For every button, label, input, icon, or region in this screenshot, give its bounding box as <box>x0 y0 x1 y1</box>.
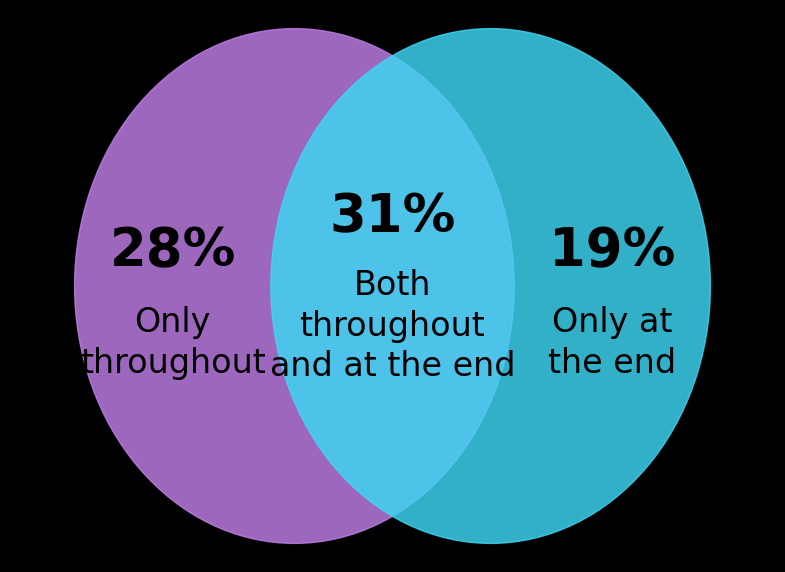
Ellipse shape <box>271 29 710 543</box>
Text: 31%: 31% <box>330 192 455 243</box>
Text: Only
throughout: Only throughout <box>80 306 265 380</box>
Text: Both
throughout
and at the end: Both throughout and at the end <box>270 269 515 383</box>
Text: 28%: 28% <box>110 226 236 277</box>
Text: Only at
the end: Only at the end <box>548 306 677 380</box>
Ellipse shape <box>75 29 514 543</box>
Text: 19%: 19% <box>550 226 675 277</box>
